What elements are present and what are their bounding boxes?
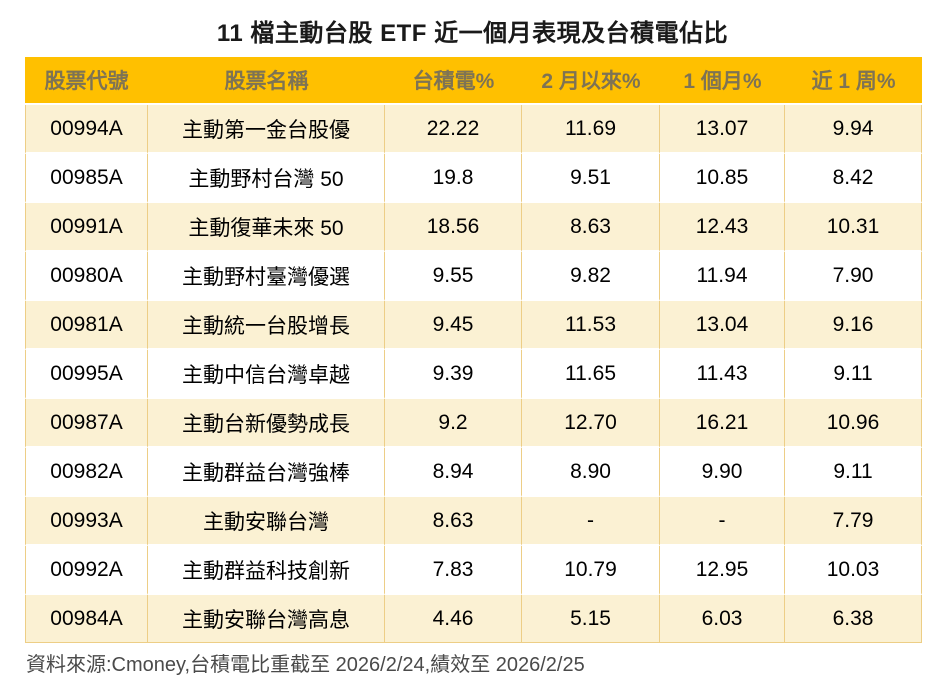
header-cell-since-feb-pct: 2 月以來% xyxy=(522,57,660,105)
cell-one-week-pct: 6.38 xyxy=(785,595,922,643)
table-header-row: 股票代號 股票名稱 台積電% 2 月以來% 1 個月% 近 1 周% xyxy=(25,57,922,105)
table-row: 00995A 主動中信台灣卓越 9.39 11.65 11.43 9.11 xyxy=(25,350,922,399)
cell-since-feb-pct: 11.53 xyxy=(522,301,660,350)
table-row: 00984A 主動安聯台灣高息 4.46 5.15 6.03 6.38 xyxy=(25,595,922,643)
cell-name: 主動群益台灣強棒 xyxy=(148,448,385,497)
cell-tsmc-pct: 9.45 xyxy=(385,301,522,350)
cell-name: 主動統一台股增長 xyxy=(148,301,385,350)
cell-one-month-pct: 12.95 xyxy=(660,546,785,595)
cell-one-month-pct: 13.07 xyxy=(660,105,785,154)
cell-one-month-pct: 16.21 xyxy=(660,399,785,448)
cell-one-week-pct: 10.96 xyxy=(785,399,922,448)
table-row: 00985A 主動野村台灣 50 19.8 9.51 10.85 8.42 xyxy=(25,154,922,203)
cell-one-week-pct: 9.11 xyxy=(785,448,922,497)
header-cell-one-week-pct: 近 1 周% xyxy=(785,57,922,105)
cell-one-month-pct: 10.85 xyxy=(660,154,785,203)
cell-code: 00980A xyxy=(25,252,148,301)
cell-one-month-pct: 11.43 xyxy=(660,350,785,399)
cell-tsmc-pct: 8.63 xyxy=(385,497,522,546)
cell-code: 00982A xyxy=(25,448,148,497)
cell-one-week-pct: 7.90 xyxy=(785,252,922,301)
cell-name: 主動群益科技創新 xyxy=(148,546,385,595)
cell-code: 00984A xyxy=(25,595,148,643)
cell-code: 00993A xyxy=(25,497,148,546)
cell-since-feb-pct: 12.70 xyxy=(522,399,660,448)
cell-tsmc-pct: 9.2 xyxy=(385,399,522,448)
cell-name: 主動安聯台灣 xyxy=(148,497,385,546)
page-title: 11 檔主動台股 ETF 近一個月表現及台積電佔比 xyxy=(216,20,729,47)
cell-since-feb-pct: 10.79 xyxy=(522,546,660,595)
table-row: 00991A 主動復華未來 50 18.56 8.63 12.43 10.31 xyxy=(25,203,922,252)
cell-one-month-pct: 9.90 xyxy=(660,448,785,497)
cell-name: 主動第一金台股優 xyxy=(148,105,385,154)
cell-one-month-pct: 6.03 xyxy=(660,595,785,643)
table-row: 00994A 主動第一金台股優 22.22 11.69 13.07 9.94 xyxy=(25,105,922,154)
etf-table: 股票代號 股票名稱 台積電% 2 月以來% 1 個月% 近 1 周% 00994A 主動第一… xyxy=(25,57,922,643)
cell-code: 00991A xyxy=(25,203,148,252)
cell-one-week-pct: 9.11 xyxy=(785,350,922,399)
cell-name: 主動安聯台灣高息 xyxy=(148,595,385,643)
header-cell-tsmc-pct: 台積電% xyxy=(385,57,522,105)
table-row: 00992A 主動群益科技創新 7.83 10.79 12.95 10.03 xyxy=(25,546,922,595)
header-cell-name: 股票名稱 xyxy=(148,57,385,105)
cell-since-feb-pct: 8.63 xyxy=(522,203,660,252)
header-cell-one-month-pct: 1 個月% xyxy=(660,57,785,105)
source-note: 資料來源:Cmoney,台積電比重截至 2026/2/24,績效至 2026/2… xyxy=(26,654,585,676)
cell-name: 主動復華未來 50 xyxy=(148,203,385,252)
cell-tsmc-pct: 8.94 xyxy=(385,448,522,497)
cell-tsmc-pct: 9.55 xyxy=(385,252,522,301)
cell-code: 00995A xyxy=(25,350,148,399)
etf-table-body: 00994A 主動第一金台股優 22.22 11.69 13.07 9.94 00985A 主… xyxy=(25,105,922,643)
cell-name: 主動中信台灣卓越 xyxy=(148,350,385,399)
cell-one-month-pct: 13.04 xyxy=(660,301,785,350)
cell-one-week-pct: 7.79 xyxy=(785,497,922,546)
cell-code: 00985A xyxy=(25,154,148,203)
table-row: 00993A 主動安聯台灣 8.63- -7.79 xyxy=(25,497,922,546)
cell-since-feb-pct: 9.51 xyxy=(522,154,660,203)
cell-name: 主動野村台灣 50 xyxy=(148,154,385,203)
cell-code: 00992A xyxy=(25,546,148,595)
cell-one-week-pct: 10.03 xyxy=(785,546,922,595)
cell-one-month-pct: 12.43 xyxy=(660,203,785,252)
cell-one-week-pct: 9.16 xyxy=(785,301,922,350)
cell-since-feb-pct: 5.15 xyxy=(522,595,660,643)
table-row: 00981A 主動統一台股增長 9.45 11.53 13.04 9.16 xyxy=(25,301,922,350)
cell-since-feb-pct: 11.69 xyxy=(522,105,660,154)
cell-tsmc-pct: 19.8 xyxy=(385,154,522,203)
cell-since-feb-pct: 11.65 xyxy=(522,350,660,399)
cell-name: 主動台新優勢成長 xyxy=(148,399,385,448)
header-cell-code: 股票代號 xyxy=(25,57,148,105)
cell-one-month-pct: 11.94 xyxy=(660,252,785,301)
cell-tsmc-pct: 7.83 xyxy=(385,546,522,595)
cell-tsmc-pct: 22.22 xyxy=(385,105,522,154)
table-row: 00982A 主動群益台灣強棒 8.94 8.90 9.90 9.11 xyxy=(25,448,922,497)
cell-tsmc-pct: 4.46 xyxy=(385,595,522,643)
cell-since-feb-pct: - xyxy=(522,497,660,546)
cell-one-week-pct: 9.94 xyxy=(785,105,922,154)
cell-one-week-pct: 8.42 xyxy=(785,154,922,203)
cell-code: 00987A xyxy=(25,399,148,448)
table-row: 00980A 主動野村臺灣優選 9.55 9.82 11.94 7.90 xyxy=(25,252,922,301)
cell-code: 00994A xyxy=(25,105,148,154)
cell-name: 主動野村臺灣優選 xyxy=(148,252,385,301)
cell-code: 00981A xyxy=(25,301,148,350)
cell-since-feb-pct: 8.90 xyxy=(522,448,660,497)
cell-one-week-pct: 10.31 xyxy=(785,203,922,252)
cell-tsmc-pct: 18.56 xyxy=(385,203,522,252)
cell-one-month-pct: - xyxy=(660,497,785,546)
cell-since-feb-pct: 9.82 xyxy=(522,252,660,301)
cell-tsmc-pct: 9.39 xyxy=(385,350,522,399)
table-row: 00987A 主動台新優勢成長 9.2 12.70 16.21 10.96 xyxy=(25,399,922,448)
